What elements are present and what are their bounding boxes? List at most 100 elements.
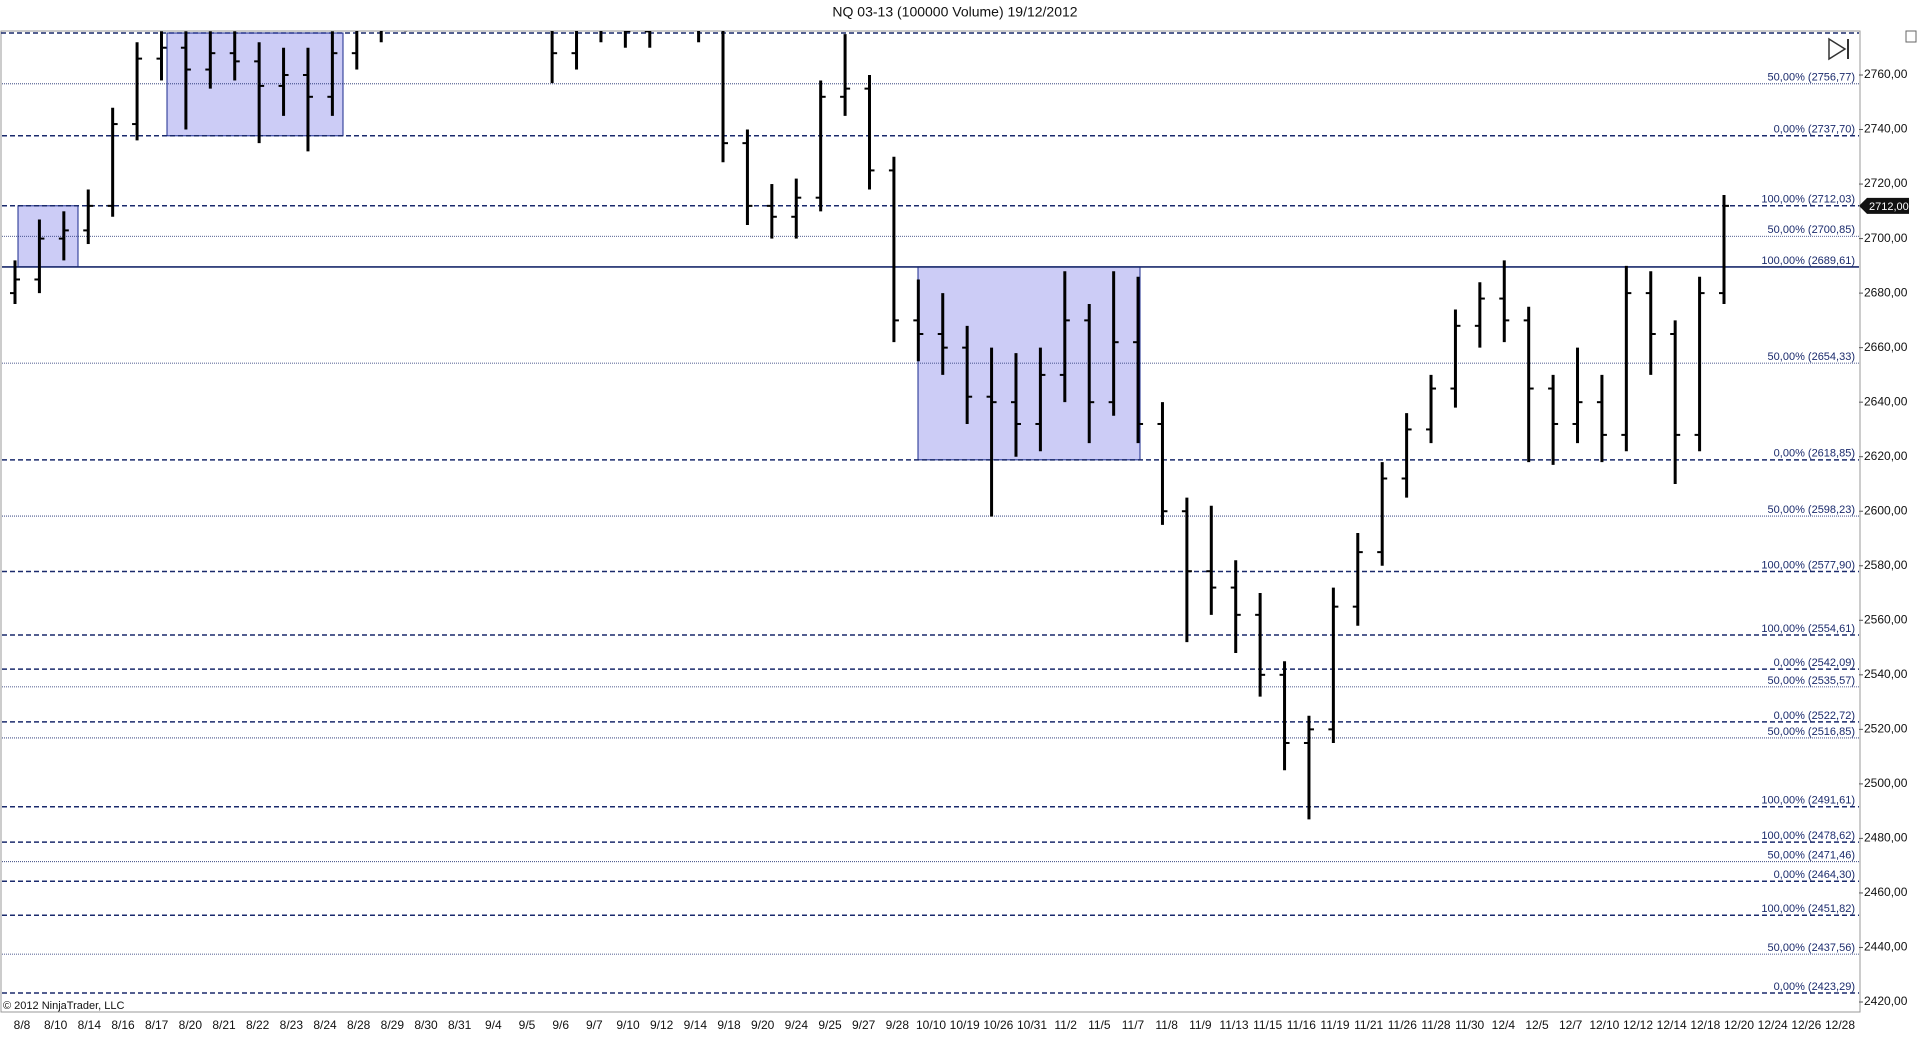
y-tick-label: 2440,00 <box>1864 940 1908 954</box>
x-tick-label: 8/29 <box>381 1018 405 1032</box>
x-tick-label: 9/7 <box>586 1018 603 1032</box>
x-tick-label: 9/27 <box>852 1018 876 1032</box>
x-tick-label: 12/10 <box>1589 1018 1619 1032</box>
fib-level-label: 0,00% (2737,70) <box>1774 124 1855 136</box>
x-tick-label: 12/5 <box>1525 1018 1549 1032</box>
x-tick-label: 11/19 <box>1320 1018 1349 1032</box>
x-tick-label: 8/17 <box>145 1018 169 1032</box>
zone-box <box>166 32 344 137</box>
y-tick-label: 2660,00 <box>1864 340 1908 354</box>
x-tick-label: 10/31 <box>1017 1018 1047 1032</box>
x-tick-label: 12/20 <box>1724 1018 1754 1032</box>
last-price-label: 2712,00 <box>1869 201 1909 213</box>
y-tick-label: 2760,00 <box>1864 67 1908 81</box>
x-tick-label: 11/9 <box>1189 1018 1212 1032</box>
fib-level-label: 50,00% (2516,85) <box>1768 726 1855 738</box>
y-tick-label: 2700,00 <box>1864 231 1908 245</box>
x-tick-label: 11/28 <box>1421 1018 1450 1032</box>
x-tick-label: 12/14 <box>1657 1018 1687 1032</box>
fib-level-label: 100,00% (2451,82) <box>1761 903 1855 915</box>
x-tick-label: 11/8 <box>1155 1018 1178 1032</box>
copyright: © 2012 NinjaTrader, LLC <box>3 1000 124 1012</box>
x-tick-label: 9/28 <box>886 1018 910 1032</box>
x-tick-label: 12/24 <box>1758 1018 1788 1032</box>
x-tick-label: 9/14 <box>684 1018 708 1032</box>
fib-level-label: 50,00% (2535,57) <box>1768 675 1855 687</box>
x-tick-label: 9/5 <box>519 1018 536 1032</box>
y-tick-label: 2580,00 <box>1864 558 1908 572</box>
y-tick-label: 2460,00 <box>1864 885 1908 899</box>
x-tick-label: 12/4 <box>1492 1018 1516 1032</box>
y-tick-label: 2600,00 <box>1864 503 1908 517</box>
fib-level-label: 50,00% (2756,77) <box>1768 72 1855 84</box>
x-tick-label: 12/12 <box>1623 1018 1653 1032</box>
chart-title: NQ 03-13 (100000 Volume) 19/12/2012 <box>832 4 1077 20</box>
x-tick-label: 10/10 <box>916 1018 946 1032</box>
fib-level-label: 50,00% (2598,23) <box>1768 504 1855 516</box>
x-tick-label: 8/28 <box>347 1018 371 1032</box>
x-tick-label: 8/30 <box>414 1018 438 1032</box>
x-tick-label: 11/15 <box>1253 1018 1282 1032</box>
fib-level-label: 100,00% (2554,61) <box>1761 623 1855 635</box>
scroll-end-button[interactable] <box>1828 37 1849 61</box>
x-tick-label: 9/25 <box>818 1018 842 1032</box>
y-tick-label: 2720,00 <box>1864 176 1908 190</box>
x-tick-label: 12/7 <box>1559 1018 1583 1032</box>
fib-level-label: 100,00% (2712,03) <box>1761 194 1855 206</box>
fib-level-label: 100,00% (2577,90) <box>1761 559 1855 571</box>
x-tick-label: 11/7 <box>1122 1018 1145 1032</box>
x-tick-label: 10/19 <box>950 1018 980 1032</box>
x-tick-label: 9/12 <box>650 1018 674 1032</box>
fib-level-label: 0,00% (2423,29) <box>1774 981 1855 993</box>
x-tick-label: 11/21 <box>1354 1018 1383 1032</box>
panel-button[interactable] <box>1905 30 1917 43</box>
y-tick-label: 2540,00 <box>1864 667 1908 681</box>
y-tick-label: 2560,00 <box>1864 612 1908 626</box>
x-tick-label: 8/24 <box>313 1018 337 1032</box>
x-tick-label: 9/18 <box>717 1018 741 1032</box>
x-tick-label: 8/22 <box>246 1018 270 1032</box>
y-tick-label: 2520,00 <box>1864 722 1908 736</box>
x-tick-label: 9/20 <box>751 1018 775 1032</box>
x-tick-label: 12/26 <box>1791 1018 1821 1032</box>
fib-level-label: 100,00% (2478,62) <box>1761 830 1855 842</box>
x-tick-label: 11/26 <box>1388 1018 1417 1032</box>
x-tick-label: 8/20 <box>179 1018 203 1032</box>
y-tick-label: 2500,00 <box>1864 776 1908 790</box>
x-tick-label: 11/16 <box>1287 1018 1316 1032</box>
x-tick-label: 12/18 <box>1690 1018 1720 1032</box>
x-tick-label: 11/2 <box>1054 1018 1077 1032</box>
x-tick-label: 11/13 <box>1219 1018 1248 1032</box>
y-tick-label: 2640,00 <box>1864 394 1908 408</box>
fib-level-label: 100,00% (2689,61) <box>1761 255 1855 267</box>
x-tick-label: 9/6 <box>552 1018 569 1032</box>
x-tick-label: 8/16 <box>111 1018 135 1032</box>
fib-level-label: 0,00% (2618,85) <box>1774 448 1855 460</box>
x-tick-label: 12/28 <box>1825 1018 1855 1032</box>
fib-level-label: 0,00% (2542,09) <box>1774 657 1855 669</box>
x-tick-label: 8/10 <box>44 1018 68 1032</box>
y-tick-label: 2620,00 <box>1864 449 1908 463</box>
x-tick-label: 8/14 <box>78 1018 102 1032</box>
x-tick-label: 9/24 <box>785 1018 809 1032</box>
y-tick-label: 2740,00 <box>1864 122 1908 136</box>
x-tick-label: 11/5 <box>1088 1018 1111 1032</box>
y-tick-label: 2680,00 <box>1864 285 1908 299</box>
x-tick-label: 11/30 <box>1455 1018 1484 1032</box>
y-tick-label: 2480,00 <box>1864 831 1908 845</box>
x-tick-label: 9/4 <box>485 1018 502 1032</box>
fib-level-label: 50,00% (2654,33) <box>1768 351 1855 363</box>
y-tick-label: 2420,00 <box>1864 994 1908 1008</box>
fib-level-label: 50,00% (2437,56) <box>1768 942 1855 954</box>
x-tick-label: 8/8 <box>14 1018 31 1032</box>
x-tick-label: 8/23 <box>280 1018 304 1032</box>
fib-level-label: 100,00% (2491,61) <box>1761 795 1855 807</box>
x-tick-label: 8/21 <box>212 1018 236 1032</box>
plot-area <box>2 31 1859 994</box>
x-tick-label: 9/10 <box>616 1018 640 1032</box>
fib-level-label: 50,00% (2471,46) <box>1768 850 1855 862</box>
fib-level-label: 50,00% (2700,85) <box>1768 224 1855 236</box>
x-tick-label: 8/31 <box>448 1018 472 1032</box>
